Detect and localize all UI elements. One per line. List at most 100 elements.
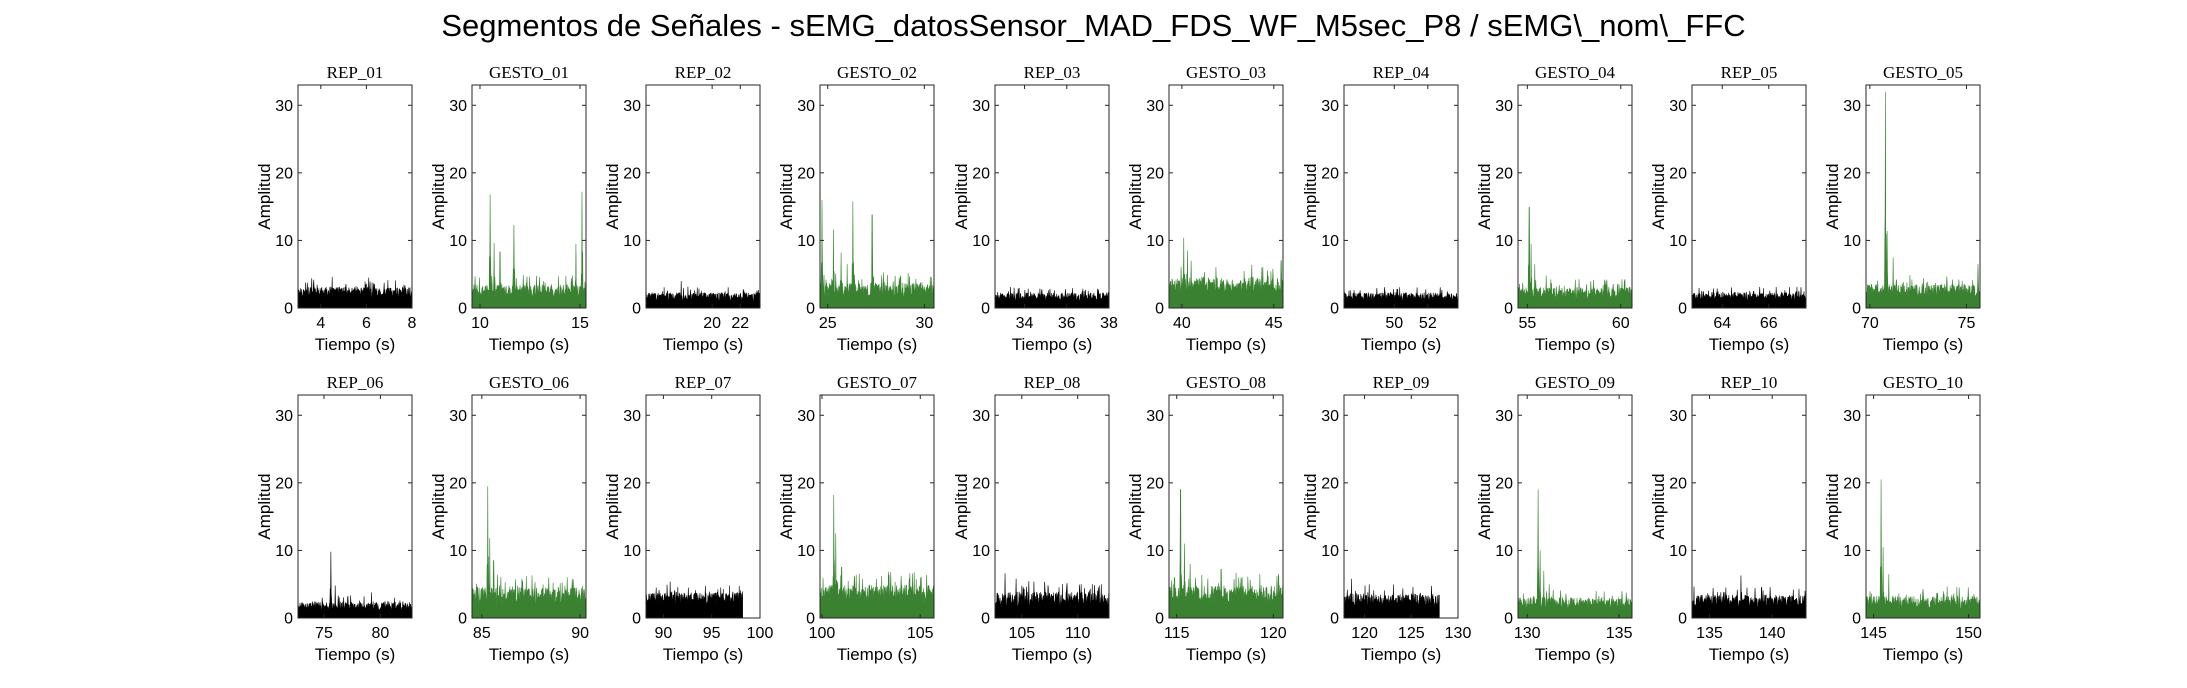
axes-box xyxy=(1343,84,1459,309)
subplot-title: REP_01 xyxy=(327,63,384,82)
x-tick-label: 34 xyxy=(1016,315,1034,332)
x-tick-label: 22 xyxy=(731,315,749,332)
y-tick-label: 30 xyxy=(1495,408,1513,425)
axes-box xyxy=(1168,84,1284,309)
subplot-rep-03: 0 10 20 30 34 36 38 REP_03 Tiempo (s) Amplitud xyxy=(952,63,1118,354)
y-tick-label: 10 xyxy=(449,233,467,250)
y-tick-label: 20 xyxy=(1146,165,1164,182)
x-tick-label: 38 xyxy=(1100,315,1118,332)
y-tick-label: 10 xyxy=(1321,233,1339,250)
x-tick-label: 140 xyxy=(1759,625,1786,642)
y-axis-label: Amplitud xyxy=(1301,473,1320,539)
y-tick-label: 10 xyxy=(1146,233,1164,250)
signal-rep-07 xyxy=(645,581,743,619)
y-axis-label: Amplitud xyxy=(603,473,622,539)
signal-gesto-04 xyxy=(1517,207,1633,309)
subplot-gesto-07: 0 10 20 30 100 105 GESTO_07 Tiempo (s) Amplitud xyxy=(777,373,935,664)
y-tick-label: 20 xyxy=(1669,165,1687,182)
x-tick-label: 36 xyxy=(1058,315,1076,332)
y-tick-label: 0 xyxy=(1678,301,1687,318)
y-tick-label: 10 xyxy=(972,233,990,250)
y-tick-label: 20 xyxy=(1321,165,1339,182)
y-tick-label: 0 xyxy=(806,301,815,318)
signal-rep-03 xyxy=(994,287,1110,309)
signal-rep-01 xyxy=(297,276,413,309)
y-tick-label: 0 xyxy=(632,301,641,318)
x-axis-label: Tiempo (s) xyxy=(1361,645,1442,664)
subplot-rep-02: 0 10 20 30 20 22 REP_02 Tiempo (s) Amplitud xyxy=(603,63,761,354)
y-axis-label: Amplitud xyxy=(603,163,622,229)
y-tick-label: 30 xyxy=(1321,408,1339,425)
y-tick-label: 0 xyxy=(284,611,293,628)
y-tick-label: 10 xyxy=(1495,543,1513,560)
x-axis-label: Tiempo (s) xyxy=(315,335,396,354)
y-axis-label: Amplitud xyxy=(1475,473,1494,539)
y-tick-label: 10 xyxy=(1843,543,1861,560)
x-axis-label: Tiempo (s) xyxy=(1883,645,1964,664)
subplot-title: REP_08 xyxy=(1024,373,1081,392)
x-axis-label: Tiempo (s) xyxy=(1186,335,1267,354)
y-tick-label: 10 xyxy=(275,233,293,250)
axes-box xyxy=(994,84,1110,309)
axes-box xyxy=(297,84,413,309)
y-tick-label: 0 xyxy=(1504,611,1513,628)
x-axis-label: Tiempo (s) xyxy=(663,335,744,354)
subplot-gesto-06: 0 10 20 30 85 90 GESTO_06 Tiempo (s) Amplitud xyxy=(429,373,589,664)
y-tick-label: 10 xyxy=(1669,233,1687,250)
subplot-gesto-05: 0 10 20 30 70 75 GESTO_05 Tiempo (s) Amplitud xyxy=(1823,63,1981,354)
signal-gesto-03 xyxy=(1168,237,1284,309)
x-axis-label: Tiempo (s) xyxy=(1535,645,1616,664)
subplot-title: REP_03 xyxy=(1024,63,1081,82)
y-tick-label: 0 xyxy=(1678,611,1687,628)
x-axis-label: Tiempo (s) xyxy=(837,645,918,664)
subplot-title: REP_02 xyxy=(675,63,732,82)
x-tick-label: 80 xyxy=(371,625,389,642)
y-tick-label: 30 xyxy=(1669,98,1687,115)
y-tick-label: 20 xyxy=(1495,475,1513,492)
y-axis-label: Amplitud xyxy=(952,163,971,229)
signal-gesto-05 xyxy=(1865,91,1981,309)
subplot-rep-10: 0 10 20 30 135 140 REP_10 Tiempo (s) Amplitud xyxy=(1649,373,1807,664)
subplot-gesto-09: 0 10 20 30 130 135 GESTO_09 Tiempo (s) Amplitud xyxy=(1475,373,1633,664)
y-tick-label: 10 xyxy=(1146,543,1164,560)
y-tick-label: 0 xyxy=(1852,301,1861,318)
y-tick-label: 20 xyxy=(275,475,293,492)
y-tick-label: 30 xyxy=(1321,98,1339,115)
x-tick-label: 50 xyxy=(1385,315,1403,332)
axes-box xyxy=(994,394,1110,619)
y-tick-label: 30 xyxy=(972,98,990,115)
x-tick-label: 75 xyxy=(315,625,333,642)
y-tick-label: 20 xyxy=(1669,475,1687,492)
signal-gesto-08 xyxy=(1168,489,1284,619)
signal-gesto-02 xyxy=(819,199,935,309)
y-tick-label: 30 xyxy=(449,98,467,115)
subplot-rep-06: 0 10 20 30 75 80 REP_06 Tiempo (s) Amplitud xyxy=(255,373,413,664)
x-tick-label: 150 xyxy=(1955,625,1982,642)
x-tick-label: 70 xyxy=(1861,315,1879,332)
signal-rep-06 xyxy=(297,551,413,619)
x-tick-label: 90 xyxy=(654,625,672,642)
x-tick-label: 125 xyxy=(1398,625,1425,642)
y-tick-label: 0 xyxy=(458,611,467,628)
y-tick-label: 20 xyxy=(972,475,990,492)
y-tick-label: 0 xyxy=(458,301,467,318)
signal-rep-05 xyxy=(1691,286,1807,309)
y-tick-label: 20 xyxy=(1843,165,1861,182)
subplot-title: GESTO_03 xyxy=(1186,63,1266,82)
signal-gesto-07 xyxy=(819,495,935,619)
y-tick-label: 10 xyxy=(972,543,990,560)
y-tick-label: 20 xyxy=(623,475,641,492)
x-tick-label: 100 xyxy=(747,625,774,642)
subplot-title: GESTO_02 xyxy=(837,63,917,82)
x-tick-label: 52 xyxy=(1419,315,1437,332)
subplot-gesto-10: 0 10 20 30 145 150 GESTO_10 Tiempo (s) Amplitud xyxy=(1823,373,1982,664)
y-tick-label: 10 xyxy=(1843,233,1861,250)
y-tick-label: 30 xyxy=(1146,408,1164,425)
axes-box xyxy=(1865,84,1981,309)
signal-rep-08 xyxy=(994,573,1110,619)
x-tick-label: 40 xyxy=(1173,315,1191,332)
x-tick-label: 4 xyxy=(316,315,325,332)
y-axis-label: Amplitud xyxy=(429,473,448,539)
x-axis-label: Tiempo (s) xyxy=(489,335,570,354)
subplot-title: REP_05 xyxy=(1721,63,1778,82)
